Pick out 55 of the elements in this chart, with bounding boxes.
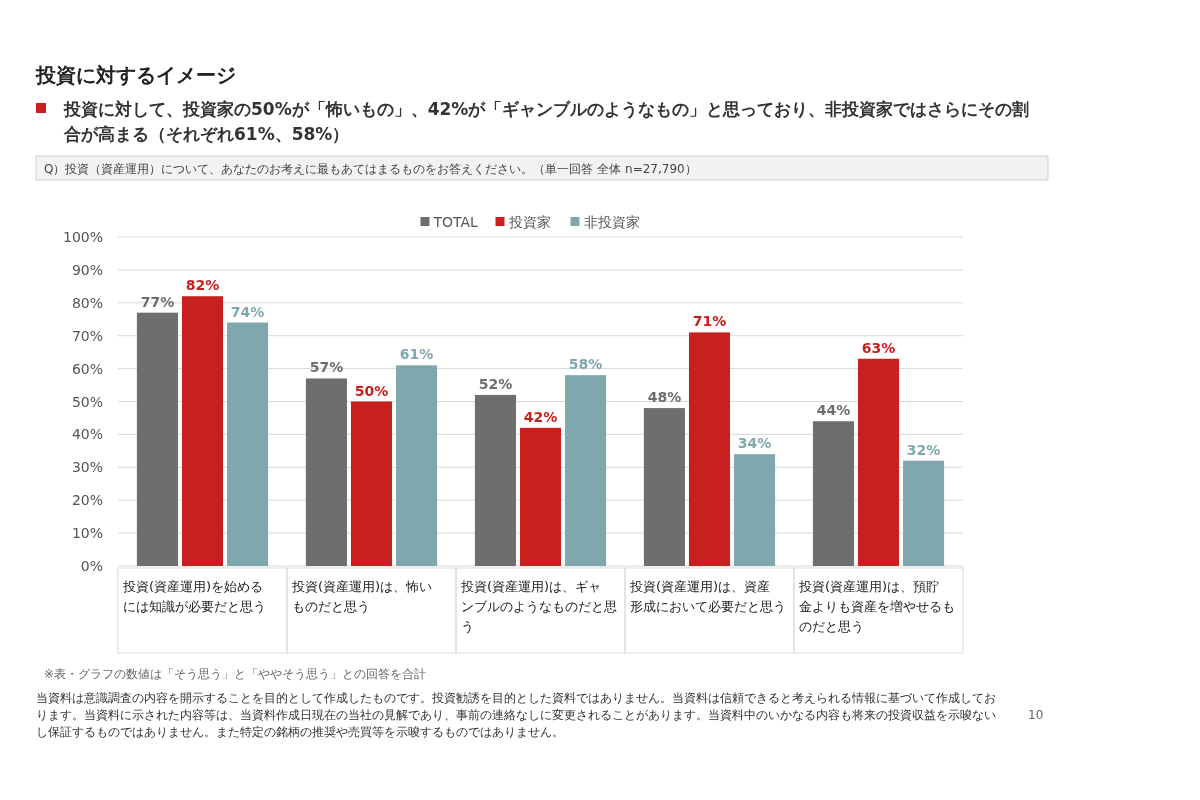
bar bbox=[227, 322, 269, 566]
legend-label: 投資家 bbox=[507, 214, 551, 230]
bar bbox=[136, 312, 178, 566]
data-label: 74% bbox=[230, 303, 265, 320]
x-tick-label: 投資(資産運用)は、ギャンブルのようなものだと思う bbox=[460, 579, 617, 634]
data-label: 34% bbox=[737, 435, 772, 452]
bar bbox=[350, 401, 393, 566]
data-label: 82% bbox=[185, 277, 220, 294]
x-tick-label: 投資(資産運用)を始めるには知識が必要だと思う bbox=[122, 579, 266, 614]
bar bbox=[474, 394, 516, 566]
bar bbox=[734, 454, 776, 566]
data-label: 58% bbox=[568, 356, 603, 373]
y-tick-label: 70% bbox=[71, 327, 103, 344]
bar bbox=[181, 296, 224, 566]
y-tick-label: 30% bbox=[71, 459, 103, 476]
text: Q）投資（資産運用）について、あなたのお考えに最もあてはまるものをお答えください。（単一回答 全体 n=27,790） bbox=[44, 162, 697, 176]
y-tick-label: 40% bbox=[71, 426, 103, 443]
data-label: 63% bbox=[861, 339, 896, 356]
text: ※表・グラフの数値は「そう思う」と「ややそう思う」との回答を合計 bbox=[44, 667, 427, 681]
y-tick-label: 100% bbox=[62, 229, 103, 245]
bar bbox=[688, 332, 731, 566]
data-label: 61% bbox=[399, 346, 434, 363]
legend-label: TOTAL bbox=[432, 214, 479, 230]
data-label: 32% bbox=[906, 441, 941, 458]
data-label: 71% bbox=[692, 313, 727, 330]
data-label: 52% bbox=[478, 375, 513, 392]
y-tick-label: 90% bbox=[71, 261, 103, 278]
x-tick-label: 投資(資産運用)は、怖いものだと思う bbox=[291, 579, 433, 614]
data-label: 77% bbox=[140, 293, 175, 310]
data-label: 50% bbox=[354, 382, 389, 399]
data-label: 48% bbox=[647, 389, 682, 406]
y-tick-label: 10% bbox=[71, 525, 103, 542]
chart-subtitle: 投資に対して、投資家の50%が「怖いもの」、42%が「ギャンブルのようなもの」と思っており、非投資家ではさらにその割合が高まる（それぞれ61%、58%） bbox=[63, 99, 1030, 144]
y-tick-label: 80% bbox=[71, 294, 103, 311]
text: 当資料は意識調査の内容を開示することを目的として作成したものです。投資勧誘を目的とした資料ではありません。当資料は信頼できると考えられる情報に基づいて作成しております。当資料に示された内容等は、当資料作成日現在の当社の見解であり、事前の連絡なしに変更されることがあります。当資料中のいかなる内容も将来の投資収益を示唆ないし保証するものではありません。また特定の銘柄の推奨や売買等を示唆するものではありません。 bbox=[36, 691, 996, 739]
legend-label: 非投資家 bbox=[583, 214, 640, 230]
bar bbox=[857, 358, 900, 566]
x-tick-label: 投資(資産運用)は、預貯金よりも資産を増やせるものだと思う bbox=[798, 579, 955, 634]
text: 10 bbox=[1028, 708, 1044, 722]
y-tick-label: 50% bbox=[71, 393, 103, 410]
bar bbox=[396, 365, 438, 566]
data-label: 42% bbox=[523, 408, 558, 425]
bar bbox=[565, 375, 607, 566]
x-tick-label: 投資(資産運用)は、資産形成において必要だと思う bbox=[629, 579, 786, 614]
y-tick-label: 20% bbox=[71, 492, 103, 509]
chart-title: 投資に対するイメージ bbox=[35, 63, 236, 87]
y-tick-label: 0% bbox=[80, 558, 103, 574]
bar bbox=[305, 378, 347, 566]
bar bbox=[903, 460, 945, 566]
bar bbox=[519, 427, 562, 566]
bar bbox=[812, 421, 854, 566]
y-tick-label: 60% bbox=[71, 360, 103, 377]
bar bbox=[643, 408, 685, 566]
data-label: 57% bbox=[309, 359, 344, 376]
data-label: 44% bbox=[816, 402, 851, 419]
